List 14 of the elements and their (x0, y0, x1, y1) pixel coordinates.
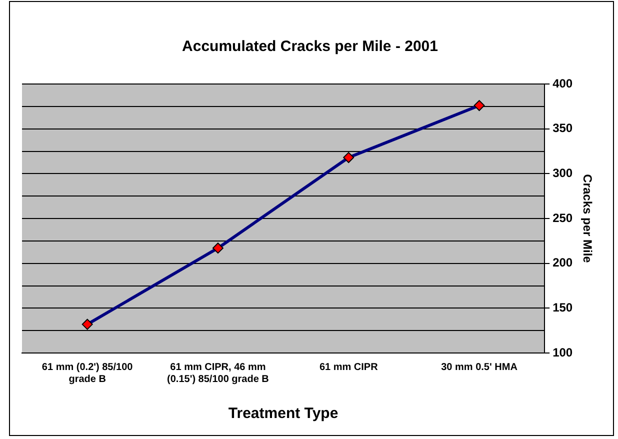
chart-title: Accumulated Cracks per Mile - 2001 (182, 38, 438, 56)
x-tick-label: 61 mm (0.2') 85/100 grade B (42, 362, 134, 385)
y-tick-label: 300 (552, 166, 573, 180)
y-tick-label: 100 (552, 345, 573, 360)
y-tick-label: 150 (552, 300, 573, 314)
y-tick-label: 350 (552, 121, 573, 136)
x-tick-label: 61 mm CIPR, 46 mm (0.15') 85/100 grade B (167, 362, 269, 385)
y-axis-title: Cracks per Mile (580, 174, 594, 264)
x-tick-label: 61 mm CIPR (319, 362, 379, 373)
y-tick-label: 250 (552, 210, 573, 225)
y-tick-label: 200 (552, 256, 573, 270)
x-axis-title: Treatment Type (228, 405, 338, 422)
x-tick-label: 30 mm 0.5' HMA (441, 362, 518, 373)
y-tick-label: 400 (552, 76, 573, 90)
